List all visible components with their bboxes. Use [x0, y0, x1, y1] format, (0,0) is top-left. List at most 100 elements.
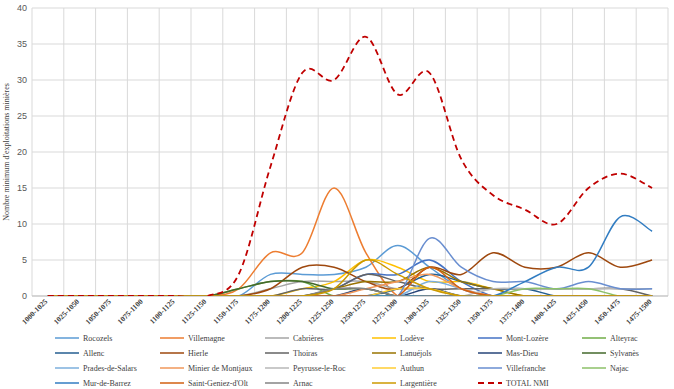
legend-label: Alteyrac	[610, 334, 638, 343]
x-tick-label: 1200-1225	[274, 297, 304, 327]
series-line	[48, 274, 652, 296]
plot-area	[48, 37, 652, 296]
series-line	[48, 267, 652, 296]
y-tick-label: 15	[17, 183, 27, 193]
legend-swatch	[372, 337, 396, 339]
series-line	[48, 246, 652, 296]
legend-swatch	[372, 367, 396, 369]
legend-swatch	[582, 367, 606, 369]
x-tick-label: 1400-1425	[529, 297, 559, 327]
y-tick-label: 20	[17, 147, 27, 157]
series-line	[48, 288, 652, 296]
grid-line-vertical	[445, 8, 446, 296]
legend-label: Najac	[610, 364, 629, 373]
legend-label: Peyrusse-le-Roc	[293, 364, 346, 373]
series-line	[48, 288, 652, 296]
y-axis-label: Nombre minimum d'exploitations minières	[2, 83, 11, 221]
legend-label: Largentière	[400, 379, 437, 388]
legend-swatch	[478, 337, 502, 339]
x-tick-label: 1175-1200	[243, 297, 272, 326]
series-line	[48, 216, 652, 296]
series-line	[48, 188, 652, 296]
grid-line-vertical	[540, 8, 541, 296]
grid-line-vertical	[381, 8, 382, 296]
legend-label: Saint-Geniez-d'Olt	[188, 379, 249, 388]
legend-label: Mas-Dieu	[506, 349, 538, 358]
y-tick-label: 10	[17, 219, 27, 229]
y-tick-label: 0	[22, 291, 27, 301]
y-tick-label: 40	[17, 3, 27, 13]
y-tick-label: 35	[17, 39, 27, 49]
legend-label: Villefranche	[506, 364, 546, 373]
series-line	[48, 288, 652, 296]
chart: 0510152025303540Nombre minimum d'exploit…	[0, 0, 674, 389]
x-tick-label: 1425-1450	[561, 297, 591, 327]
grid-line-vertical	[604, 8, 605, 296]
x-tick-label: 1275-1300	[370, 297, 400, 327]
grid-line-vertical	[222, 8, 223, 296]
legend-label: Thoiras	[293, 349, 317, 358]
legend-swatch	[372, 382, 396, 384]
grid-line-vertical	[286, 8, 287, 296]
grid-line-vertical	[509, 8, 510, 296]
legend-label: Arnac	[293, 379, 313, 388]
legend-swatch	[160, 337, 184, 339]
legend-label: Allenc	[83, 349, 105, 358]
legend-label: Mont-Lozère	[506, 334, 549, 343]
legend-label: Hierle	[188, 349, 208, 358]
legend-label: Lanuéjols	[400, 349, 432, 358]
legend-swatch	[55, 367, 79, 369]
series-line	[48, 281, 652, 296]
x-tick-label: 1075-1100	[116, 297, 145, 326]
grid-line-vertical	[191, 8, 192, 296]
grid-line-vertical	[63, 8, 64, 296]
legend-swatch	[160, 382, 184, 384]
legend-label: Prades-de-Salars	[83, 364, 137, 373]
series-line	[48, 253, 652, 296]
y-tick-label: 25	[17, 111, 27, 121]
series-line	[48, 260, 652, 296]
grid-line-vertical	[477, 8, 478, 296]
legend-swatch	[478, 382, 502, 384]
legend-swatch	[265, 337, 289, 339]
legend-swatch	[55, 337, 79, 339]
x-tick-label: 1150-1175	[211, 297, 240, 326]
x-tick-label: 1000-1025	[20, 297, 50, 327]
series-line	[48, 267, 652, 296]
x-tick-label: 1025-1050	[52, 297, 82, 327]
legend-swatch	[55, 352, 79, 354]
grid-line-vertical	[636, 8, 637, 296]
x-tick-label: 1100-1125	[148, 297, 177, 326]
series-line	[48, 280, 652, 296]
legend-label: Lodève	[400, 334, 424, 343]
legend-swatch	[582, 337, 606, 339]
x-tick-label: 1475-1500	[624, 297, 654, 327]
legend-swatch	[160, 367, 184, 369]
legend-swatch	[582, 352, 606, 354]
grid-line-vertical	[318, 8, 319, 296]
grid-line-vertical	[159, 8, 160, 296]
y-tick-label: 30	[17, 75, 27, 85]
legend-label: Authun	[400, 364, 424, 373]
grid-line-vertical	[350, 8, 351, 296]
legend-label: Cabrières	[293, 334, 324, 343]
legend-label: Sylvanès	[610, 349, 639, 358]
x-tick-label: 1225-1250	[306, 297, 336, 327]
grid-line-vertical	[127, 8, 128, 296]
legend-label: Rocozels	[83, 334, 112, 343]
legend-swatch	[55, 382, 79, 384]
x-tick-label: 1450-1475	[592, 297, 622, 327]
legend-swatch	[265, 352, 289, 354]
series-line	[48, 288, 652, 296]
series-line	[48, 281, 652, 296]
x-tick-label: 1050-1075	[84, 297, 114, 327]
series-line	[48, 281, 652, 296]
legend-label: Villemagne	[188, 334, 225, 343]
legend-label: TOTAL NMI	[506, 379, 549, 388]
legend-swatch	[160, 352, 184, 354]
legend-swatch	[478, 367, 502, 369]
x-tick-label: 1350-1375	[465, 297, 495, 327]
legend-swatch	[478, 352, 502, 354]
legend-swatch	[372, 352, 396, 354]
grid-line-vertical	[668, 8, 669, 296]
